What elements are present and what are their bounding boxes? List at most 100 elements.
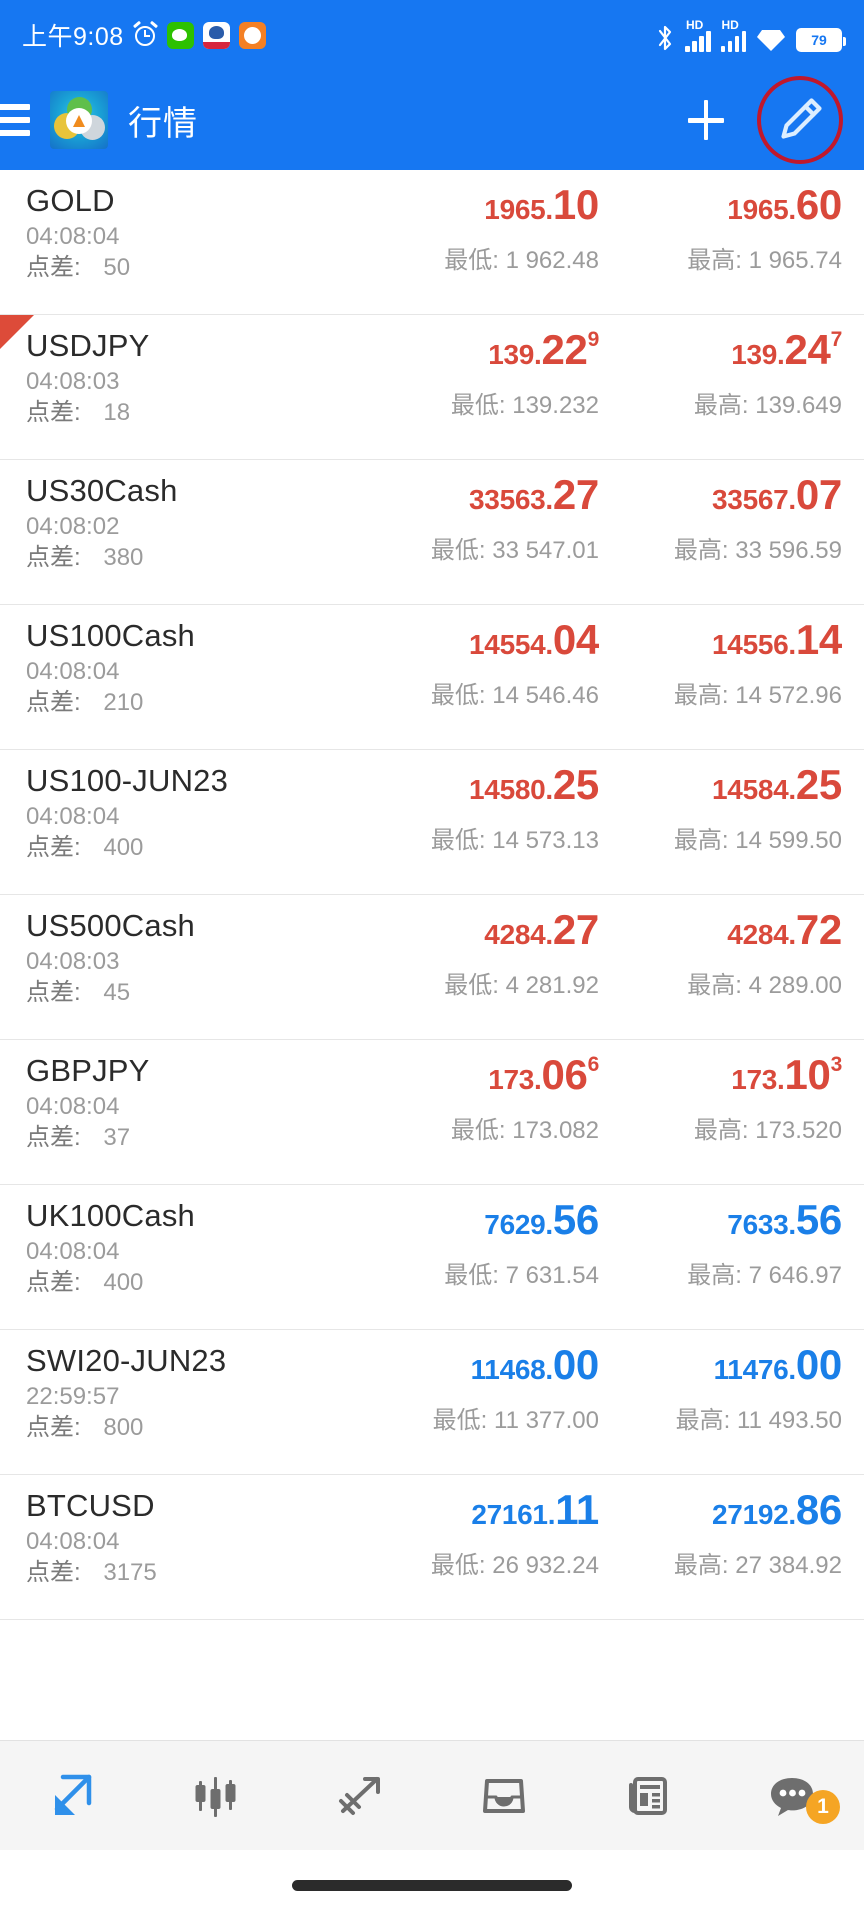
- bluetooth-icon: [655, 24, 675, 52]
- table-row[interactable]: USDJPY 04:08:03 点差: 18 139.229 139.247: [0, 315, 864, 460]
- spread-value: 800: [103, 1414, 144, 1442]
- ask-price: 1965.60: [727, 181, 842, 228]
- spread-label: 点差:: [26, 1559, 81, 1587]
- symbol-name: GOLD: [26, 183, 115, 218]
- trade-trend-arrow-icon: [331, 1767, 389, 1825]
- ask-price: 139.247: [731, 326, 842, 373]
- bottom-navigation: 1: [0, 1740, 864, 1850]
- ask-price: 11476.00: [713, 1341, 843, 1388]
- spread-value: 50: [103, 254, 131, 282]
- plus-icon[interactable]: [674, 88, 738, 152]
- pencil-edit-icon[interactable]: [754, 74, 846, 166]
- quote-time: 04:08:04: [26, 1092, 120, 1120]
- quote-time: 04:08:02: [26, 512, 120, 540]
- nav-charts-button[interactable]: [144, 1741, 288, 1850]
- high-value: 最高: 11 493.50: [675, 1407, 842, 1434]
- alarm-clock-icon: [132, 20, 158, 48]
- home-indicator[interactable]: [292, 1879, 572, 1891]
- bid-price: 33563.27: [469, 471, 599, 518]
- table-row[interactable]: UK100Cash 04:08:04 点差: 400 7629.56 7633.…: [0, 1185, 864, 1330]
- battery-level-label: 79: [798, 29, 840, 50]
- ask-price: 14556.14: [712, 616, 842, 663]
- status-time: 上午9:08: [22, 23, 124, 51]
- high-value: 最高: 33 596.59: [673, 537, 842, 564]
- spread-value: 400: [103, 834, 144, 862]
- spread-row: 点差: 400: [26, 1269, 356, 1297]
- spread-row: 点差: 380: [26, 544, 356, 572]
- signal-2-hd-label: HD: [721, 17, 739, 32]
- spread-row: 点差: 210: [26, 689, 356, 717]
- quotes-arrows-icon: [43, 1767, 101, 1825]
- bid-price: 7629.56: [484, 1196, 599, 1243]
- app-logo-icon: [50, 91, 108, 149]
- bid-price: 27161.11: [471, 1486, 599, 1533]
- high-value: 最高: 139.649: [693, 392, 842, 419]
- symbol-name: US100-JUN23: [26, 763, 229, 798]
- table-row[interactable]: GOLD 04:08:04 点差: 50 1965.10 19: [0, 170, 864, 315]
- low-value: 最低: 4 281.92: [444, 972, 599, 999]
- spread-row: 点差: 18: [26, 399, 356, 427]
- signal-strength-1-icon: HD: [685, 19, 711, 52]
- low-value: 最低: 11 377.00: [432, 1407, 599, 1434]
- high-value: 最高: 173.520: [693, 1117, 842, 1144]
- low-value: 最低: 33 547.01: [430, 537, 599, 564]
- table-row[interactable]: GBPJPY 04:08:04 点差: 37 173.066 173.103: [0, 1040, 864, 1185]
- diamond-icon: [756, 28, 786, 52]
- nav-quotes-button[interactable]: [0, 1741, 144, 1850]
- high-value: 最高: 27 384.92: [673, 1552, 842, 1579]
- table-row[interactable]: SWI20-JUN23 22:59:57 点差: 800 11468.00 11…: [0, 1330, 864, 1475]
- spread-label: 点差:: [26, 979, 81, 1007]
- hamburger-menu-icon[interactable]: [0, 97, 36, 143]
- high-value: 最高: 14 599.50: [673, 827, 842, 854]
- bid-price: 14554.04: [469, 616, 599, 663]
- spread-value: 45: [103, 979, 131, 1007]
- symbol-name: BTCUSD: [26, 1488, 155, 1523]
- table-row[interactable]: US30Cash 04:08:02 点差: 380 33563.27 33567…: [0, 460, 864, 605]
- spread-row: 点差: 45: [26, 979, 356, 1007]
- symbol-name: US100Cash: [26, 618, 195, 653]
- symbol-name: USDJPY: [26, 328, 150, 363]
- nav-news-button[interactable]: [576, 1741, 720, 1850]
- symbol-name: US30Cash: [26, 473, 178, 508]
- wechat-icon: [166, 21, 194, 49]
- low-value: 最低: 173.082: [450, 1117, 599, 1144]
- symbol-name: SWI20-JUN23: [26, 1343, 227, 1378]
- table-row[interactable]: US500Cash 04:08:03 点差: 45 4284.27 4284.7…: [0, 895, 864, 1040]
- spread-row: 点差: 800: [26, 1414, 356, 1442]
- chat-bubble-icon: [763, 1767, 821, 1825]
- ask-price: 27192.86: [712, 1486, 842, 1533]
- spread-row: 点差: 3175: [26, 1559, 356, 1587]
- candlestick-chart-icon: [187, 1767, 245, 1825]
- spread-row: 点差: 50: [26, 254, 356, 282]
- table-row[interactable]: US100-JUN23 04:08:04 点差: 400 14580.25 14…: [0, 750, 864, 895]
- low-value: 最低: 7 631.54: [444, 1262, 599, 1289]
- news-paper-icon: [619, 1767, 677, 1825]
- quote-time: 04:08:03: [26, 947, 120, 975]
- quote-time: 22:59:57: [26, 1382, 120, 1410]
- bid-price: 14580.25: [469, 761, 599, 808]
- high-value: 最高: 7 646.97: [687, 1262, 842, 1289]
- signal-1-hd-label: HD: [686, 17, 704, 32]
- table-row[interactable]: US100Cash 04:08:04 点差: 210 14554.04 1455…: [0, 605, 864, 750]
- list-empty-space: [0, 1620, 864, 1740]
- quote-time: 04:08:03: [26, 367, 120, 395]
- low-value: 最低: 1 962.48: [444, 247, 599, 274]
- table-row[interactable]: BTCUSD 04:08:04 点差: 3175 27161.11 27192.…: [0, 1475, 864, 1620]
- spread-label: 点差:: [26, 1414, 81, 1442]
- nav-chat-button[interactable]: 1: [720, 1741, 864, 1850]
- high-value: 最高: 1 965.74: [687, 247, 842, 274]
- status-bar-left: 上午9:08: [22, 17, 266, 53]
- high-value: 最高: 4 289.00: [687, 972, 842, 999]
- quote-time: 04:08:04: [26, 802, 120, 830]
- quotes-list[interactable]: GOLD 04:08:04 点差: 50 1965.10 19: [0, 170, 864, 1740]
- spread-value: 37: [103, 1124, 131, 1152]
- ask-price: 14584.25: [712, 761, 842, 808]
- symbol-name: GBPJPY: [26, 1053, 150, 1088]
- quote-time: 04:08:04: [26, 1527, 120, 1555]
- spread-value: 380: [103, 544, 144, 572]
- nav-inbox-button[interactable]: [432, 1741, 576, 1850]
- spread-label: 点差:: [26, 254, 81, 282]
- bid-price: 139.229: [488, 326, 599, 373]
- nav-trade-button[interactable]: [288, 1741, 432, 1850]
